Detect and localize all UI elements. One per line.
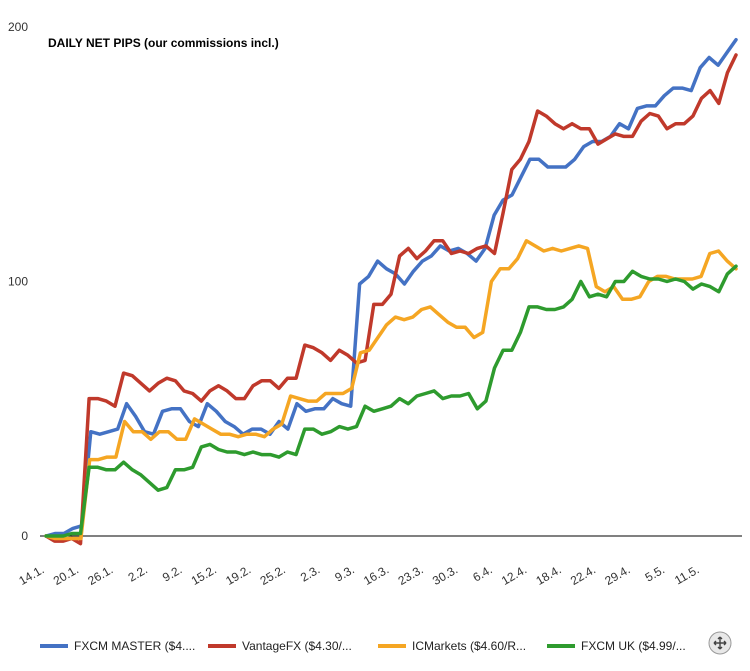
x-tick-label: 9.3. <box>332 562 356 584</box>
x-tick-label: 20.1. <box>51 562 81 587</box>
y-tick-label: 0 <box>21 529 28 543</box>
x-tick-label: 2.3. <box>298 562 322 584</box>
x-tick-label: 22.4. <box>568 562 598 587</box>
legend-label: FXCM UK ($4.99/... <box>581 639 686 653</box>
y-tick-label: 200 <box>8 20 28 34</box>
x-tick-label: 15.2. <box>189 562 219 587</box>
x-axis: 14.1. 20.1. 26.1. 2.2. 9.2. 15.2. 19.2. 25.2. 2.… <box>16 562 701 587</box>
x-tick-label: 29.4. <box>602 562 632 587</box>
legend: FXCM MASTER ($4.... VantageFX ($4.30/... I… <box>40 639 686 653</box>
x-tick-label: 6.4. <box>470 562 494 584</box>
legend-item-3[interactable]: ICMarkets ($4.60/R... <box>378 639 526 653</box>
x-tick-label: 9.2. <box>160 562 184 584</box>
zoom-icon[interactable] <box>708 631 732 655</box>
series-line-4 <box>44 264 738 538</box>
series-line-2 <box>44 53 738 546</box>
legend-label: FXCM MASTER ($4.... <box>74 639 195 653</box>
x-tick-label: 14.1. <box>16 562 46 587</box>
x-tick-label: 26.1. <box>85 562 115 587</box>
x-tick-label: 11.5. <box>672 562 701 587</box>
legend-label: ICMarkets ($4.60/R... <box>412 639 526 653</box>
series-lines <box>44 37 738 546</box>
y-tick-label: 100 <box>8 275 28 289</box>
x-tick-label: 30.3. <box>430 562 460 587</box>
x-tick-label: 19.2. <box>223 562 253 587</box>
legend-label: VantageFX ($4.30/... <box>242 639 352 653</box>
series-line-1 <box>44 37 738 538</box>
x-tick-label: 23.3. <box>396 562 426 587</box>
legend-item-2[interactable]: VantageFX ($4.30/... <box>208 639 352 653</box>
chart-title: DAILY NET PIPS (our commissions incl.) <box>48 36 279 50</box>
legend-item-1[interactable]: FXCM MASTER ($4.... <box>40 639 195 653</box>
y-axis: 0 100 200 <box>8 20 28 543</box>
x-tick-label: 25.2. <box>258 562 288 587</box>
x-tick-label: 18.4. <box>533 562 563 587</box>
series-line-3 <box>44 239 738 541</box>
x-tick-label: 16.3. <box>361 562 391 587</box>
legend-item-4[interactable]: FXCM UK ($4.99/... <box>547 639 686 653</box>
x-tick-label: 12.4. <box>499 562 529 587</box>
x-tick-label: 5.5. <box>643 562 667 584</box>
x-tick-label: 2.2. <box>126 562 150 584</box>
